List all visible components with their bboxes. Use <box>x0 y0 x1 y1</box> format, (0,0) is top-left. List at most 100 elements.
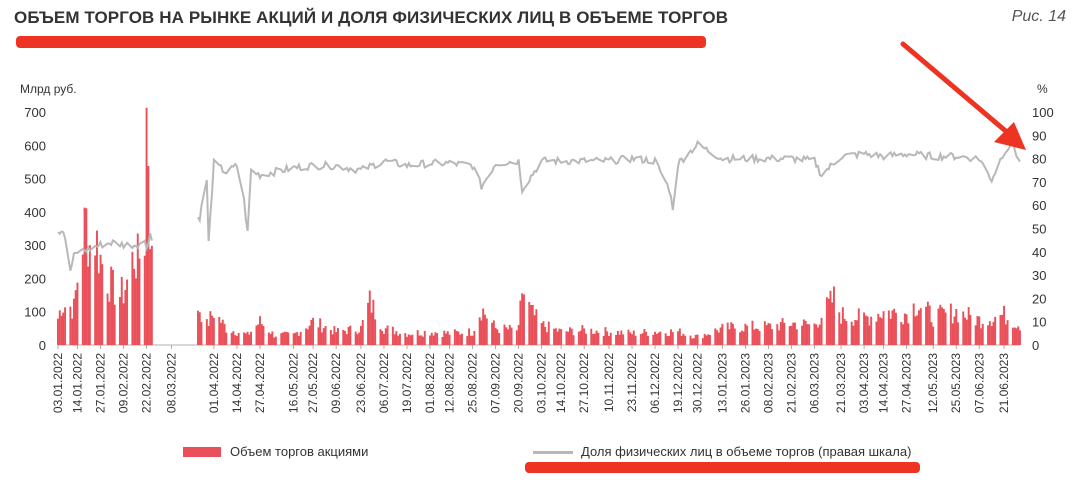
volume-bar <box>733 328 736 345</box>
volume-bar <box>820 317 823 345</box>
volume-bar <box>358 332 361 345</box>
volume-bar <box>361 320 364 345</box>
x-tick-label: 25.05.2023 <box>949 353 963 413</box>
volume-bar <box>446 331 449 345</box>
volume-bar <box>889 318 892 345</box>
volume-bar <box>944 312 947 345</box>
volume-bar <box>491 322 494 345</box>
volume-bar <box>801 325 804 345</box>
volume-bar <box>197 310 199 345</box>
volume-bar <box>113 304 116 345</box>
volume-bar <box>85 208 88 345</box>
volume-bar <box>342 329 345 345</box>
volume-bar <box>790 325 793 345</box>
volume-bar <box>97 273 100 345</box>
volume-bar <box>808 324 811 345</box>
x-tick-label: 06.03.2023 <box>808 353 822 413</box>
volume-bar <box>771 329 773 345</box>
volume-bar <box>863 312 866 345</box>
volume-bar <box>310 320 313 345</box>
volume-bar <box>299 332 302 345</box>
volume-bar <box>83 207 86 345</box>
volume-bar <box>813 323 816 345</box>
volume-bar <box>324 326 327 345</box>
legend-line-swatch <box>533 451 573 454</box>
right-tick-label: 30 <box>1032 268 1046 283</box>
x-tick-label: 27.04.2023 <box>900 353 914 413</box>
volume-bar <box>926 301 929 345</box>
volume-bar <box>308 325 311 345</box>
x-tick-label: 21.06.2023 <box>997 353 1011 413</box>
volume-bar <box>69 306 72 345</box>
volume-bar <box>670 329 672 345</box>
volume-bar <box>932 326 935 345</box>
volume-bar <box>758 331 761 345</box>
volume-bar <box>143 255 146 345</box>
x-tick-label: 06.07.2022 <box>377 353 391 413</box>
volume-bar <box>857 308 860 345</box>
volume-bar <box>94 255 97 345</box>
volume-bar <box>466 335 469 345</box>
volume-bar <box>211 315 214 345</box>
volume-bar <box>620 330 623 345</box>
x-tick-label: 22.02.2022 <box>140 353 154 413</box>
volume-bar <box>643 329 646 345</box>
volume-bar <box>110 266 113 345</box>
volume-bar <box>647 335 649 345</box>
volume-bar <box>634 335 637 345</box>
volume-bar <box>99 254 102 345</box>
volume-bar <box>978 316 981 345</box>
x-tick-label: 03.01.2022 <box>51 353 65 413</box>
volume-bar <box>678 328 681 345</box>
x-tick-label: 27.05.2022 <box>306 353 320 413</box>
volume-bar <box>930 322 933 345</box>
right-tick-label: 70 <box>1032 175 1046 190</box>
volume-bar <box>101 264 104 345</box>
volume-bar <box>347 326 350 345</box>
volume-bar <box>230 332 233 345</box>
x-tick-label: 23.11.2022 <box>625 353 639 412</box>
volume-bar <box>133 268 136 345</box>
volume-bar <box>496 329 499 345</box>
volume-bar <box>553 328 556 345</box>
volume-bar <box>434 332 437 345</box>
volume-bar <box>480 320 483 345</box>
x-tick-label: 27.10.2022 <box>577 353 591 413</box>
volume-bar <box>96 230 98 345</box>
volume-bar <box>941 307 944 345</box>
volume-bar <box>367 302 370 345</box>
legend-bars-label: Объем торгов акциями <box>230 444 369 459</box>
volume-bar <box>64 307 67 345</box>
volume-bar <box>329 330 332 345</box>
volume-bar <box>856 320 858 345</box>
volume-bar <box>864 315 867 345</box>
volume-bar <box>535 309 538 345</box>
volume-bar <box>841 307 844 345</box>
volume-bar <box>473 331 476 345</box>
volume-bar <box>122 303 125 345</box>
volume-bar <box>138 258 141 345</box>
volume-bar <box>443 330 446 345</box>
volume-bar <box>657 332 660 345</box>
volume-bar <box>709 334 711 345</box>
volume-bar <box>850 321 853 345</box>
volume-bar <box>825 297 828 345</box>
volume-bar <box>655 334 658 345</box>
volume-bar <box>200 322 203 345</box>
volume-bar <box>515 330 518 345</box>
volume-bar <box>505 327 508 345</box>
volume-bar <box>666 336 669 345</box>
volume-bar <box>262 325 265 345</box>
legend-bars-swatch <box>183 447 221 457</box>
volume-bar <box>331 334 334 345</box>
volume-bar <box>131 251 134 345</box>
volume-bar <box>269 334 272 345</box>
volume-bar <box>569 327 571 345</box>
volume-bar <box>969 314 972 345</box>
x-tick-label: 16.05.2022 <box>287 353 301 413</box>
volume-bar <box>792 322 795 345</box>
volume-bar <box>147 166 150 345</box>
volume-bar <box>73 298 75 345</box>
volume-bar <box>726 322 729 345</box>
